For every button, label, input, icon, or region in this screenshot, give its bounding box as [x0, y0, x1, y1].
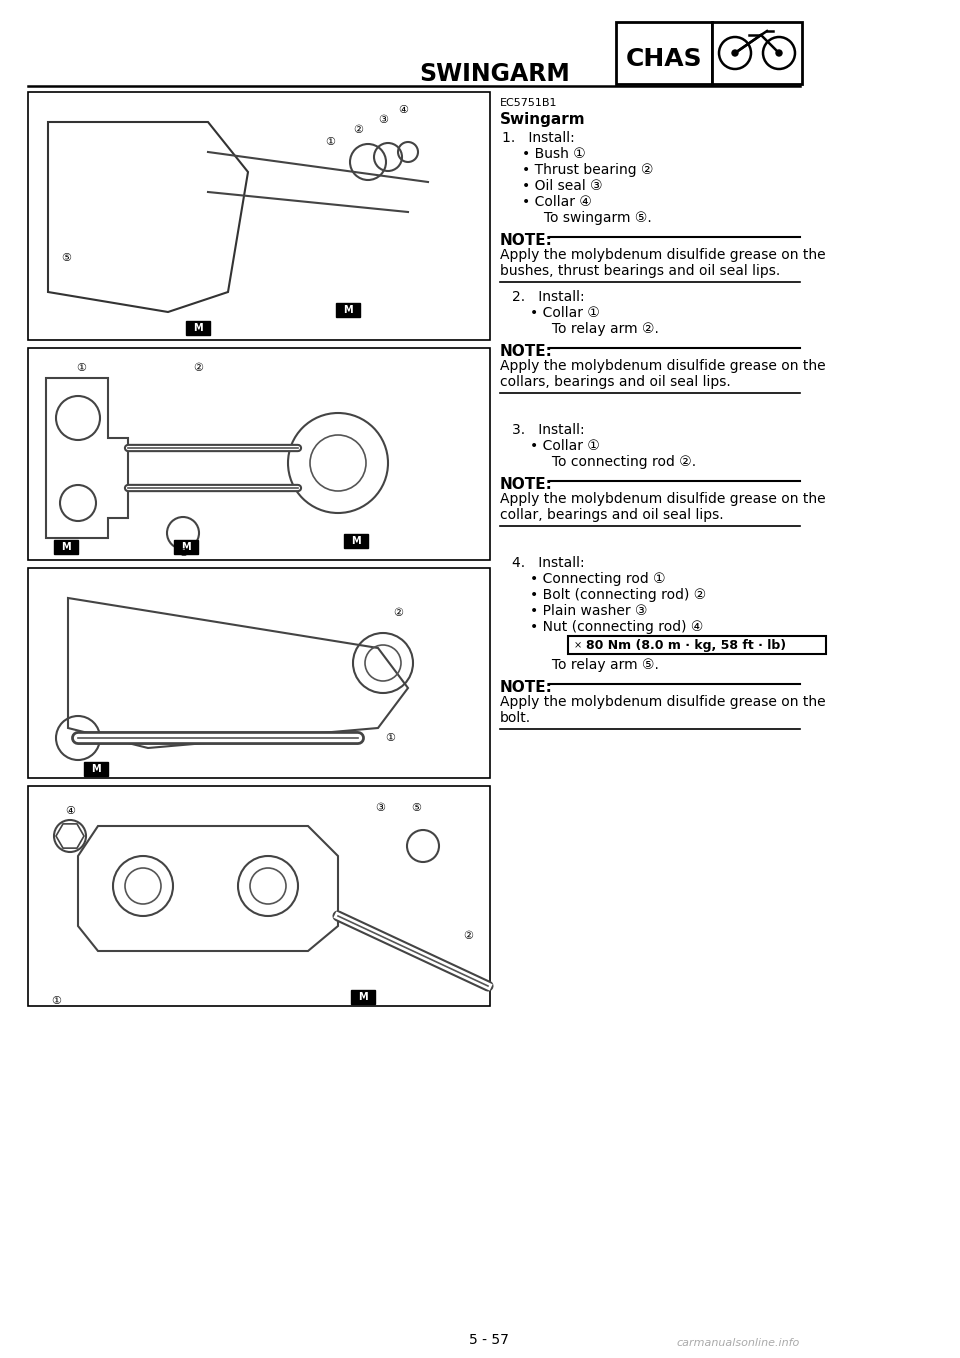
Text: To connecting rod ②.: To connecting rod ②.	[530, 455, 696, 469]
Text: • Oil seal ③: • Oil seal ③	[522, 179, 603, 193]
Text: Apply the molybdenum disulfide grease on the: Apply the molybdenum disulfide grease on…	[500, 359, 826, 373]
Bar	[712, 22, 802, 84]
Bar	[28, 568, 490, 778]
Text: ①: ①	[325, 137, 335, 147]
Text: M: M	[351, 536, 361, 546]
Text: ①: ①	[385, 733, 395, 743]
Text: ⨯: ⨯	[574, 640, 582, 650]
Text: ④: ④	[65, 807, 75, 816]
Text: NOTE:: NOTE:	[500, 680, 553, 695]
Text: ④: ④	[398, 105, 408, 115]
Text: EC5751B1: EC5751B1	[500, 98, 558, 109]
Text: collars, bearings and oil seal lips.: collars, bearings and oil seal lips.	[500, 375, 731, 388]
Text: ②: ②	[353, 125, 363, 134]
Text: NOTE:: NOTE:	[500, 477, 553, 492]
Bar	[174, 540, 198, 554]
Text: ①: ①	[76, 363, 86, 373]
Bar	[351, 990, 375, 1004]
Text: Apply the molybdenum disulfide grease on the: Apply the molybdenum disulfide grease on…	[500, 492, 826, 507]
Text: collar, bearings and oil seal lips.: collar, bearings and oil seal lips.	[500, 508, 724, 521]
Text: 2.   Install:: 2. Install:	[512, 291, 585, 304]
Text: bolt.: bolt.	[500, 712, 531, 725]
Text: • Bush ①: • Bush ①	[522, 147, 586, 162]
Text: • Collar ①: • Collar ①	[530, 306, 600, 320]
Text: M: M	[193, 323, 203, 333]
Text: • Thrust bearing ②: • Thrust bearing ②	[522, 163, 654, 177]
Text: To relay arm ⑤.: To relay arm ⑤.	[530, 659, 659, 672]
Text: Apply the molybdenum disulfide grease on the: Apply the molybdenum disulfide grease on…	[500, 249, 826, 262]
Text: M: M	[358, 991, 368, 1002]
Text: ②: ②	[463, 932, 473, 941]
Text: ③: ③	[375, 803, 385, 813]
Bar	[84, 762, 108, 775]
Text: • Collar ①: • Collar ①	[530, 439, 600, 454]
Text: ①: ①	[178, 549, 188, 558]
Text: bushes, thrust bearings and oil seal lips.: bushes, thrust bearings and oil seal lip…	[500, 263, 780, 278]
Text: To swingarm ⑤.: To swingarm ⑤.	[522, 210, 652, 225]
Text: • Plain washer ③: • Plain washer ③	[530, 604, 647, 618]
Text: M: M	[181, 542, 191, 551]
Bar	[568, 636, 826, 655]
Text: • Bolt (connecting rod) ②: • Bolt (connecting rod) ②	[530, 588, 707, 602]
Bar	[344, 534, 368, 549]
Text: ①: ①	[51, 995, 61, 1006]
Text: 1.   Install:: 1. Install:	[502, 130, 575, 145]
Bar	[28, 348, 490, 559]
Text: Swingarm: Swingarm	[500, 111, 586, 128]
Bar	[336, 303, 360, 316]
Text: • Nut (connecting rod) ④: • Nut (connecting rod) ④	[530, 621, 704, 634]
Text: M: M	[343, 306, 353, 315]
Text: ③: ③	[378, 115, 388, 125]
Bar	[28, 786, 490, 1006]
Text: M: M	[91, 765, 101, 774]
Bar	[616, 22, 712, 84]
Text: carmanualsonline.info: carmanualsonline.info	[677, 1338, 800, 1348]
Text: 3.   Install:: 3. Install:	[512, 422, 585, 437]
Text: • Connecting rod ①: • Connecting rod ①	[530, 572, 665, 587]
Bar	[54, 540, 78, 554]
Bar	[186, 320, 210, 335]
Text: Apply the molybdenum disulfide grease on the: Apply the molybdenum disulfide grease on…	[500, 695, 826, 709]
Text: NOTE:: NOTE:	[500, 344, 553, 359]
Circle shape	[732, 50, 738, 56]
Text: 4.   Install:: 4. Install:	[512, 555, 585, 570]
Circle shape	[776, 50, 782, 56]
Text: CHAS: CHAS	[626, 48, 703, 71]
Bar	[28, 92, 490, 340]
Text: M: M	[61, 542, 71, 551]
Text: 5 - 57: 5 - 57	[468, 1334, 509, 1347]
Text: NOTE:: NOTE:	[500, 234, 553, 249]
Text: ⑤: ⑤	[411, 803, 421, 813]
Text: ②: ②	[393, 608, 403, 618]
Text: SWINGARM: SWINGARM	[420, 62, 570, 86]
Text: ②: ②	[193, 363, 203, 373]
Text: 80 Nm (8.0 m · kg, 58 ft · lb): 80 Nm (8.0 m · kg, 58 ft · lb)	[586, 638, 786, 652]
Text: ⑤: ⑤	[61, 253, 71, 263]
Text: • Collar ④: • Collar ④	[522, 196, 592, 209]
Text: To relay arm ②.: To relay arm ②.	[530, 322, 659, 335]
